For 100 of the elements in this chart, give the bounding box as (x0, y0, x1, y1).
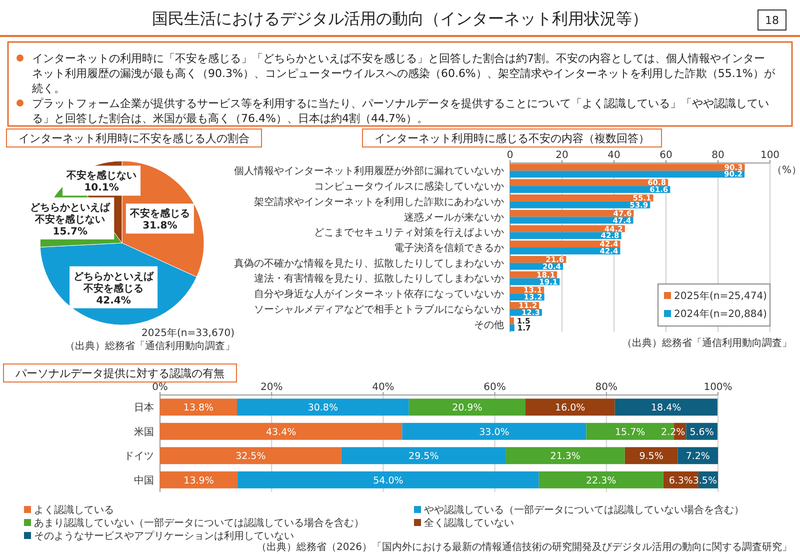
data-label: 33.0% (479, 426, 510, 438)
legend-label: 2024年(n=20,884) (674, 308, 768, 320)
bar (510, 194, 654, 202)
bar (510, 225, 625, 232)
x-tick-label: 60% (484, 382, 506, 393)
data-label: 54.0% (373, 475, 404, 486)
bar (510, 210, 634, 217)
y-tick-label: 自分や身近な人がインターネット依存になっていないか (254, 288, 504, 300)
x-tick-label: 20% (260, 382, 283, 393)
y-tick-label: 米国 (134, 426, 154, 438)
bar (237, 398, 409, 416)
data-label: 29.5% (408, 451, 439, 462)
bar (160, 471, 238, 488)
slice-label: 不安を感じない (66, 170, 137, 182)
text: 国民生活におけるデジタル活用の動向（インターネット利用状況等） (152, 9, 648, 28)
data-label: 21.3% (550, 451, 580, 462)
bar (510, 186, 670, 193)
y-tick-label: コンピュータウイルスに感染していないか (314, 180, 504, 193)
bar (510, 179, 668, 186)
bar (678, 447, 718, 464)
bar (510, 248, 620, 254)
x-tick-label: 0 (506, 150, 514, 161)
y-tick-label: ソーシャルメディアなどで相手とトラブルにならないか (254, 303, 504, 316)
bar (238, 471, 539, 488)
text: 18 (765, 14, 779, 27)
y-tick-label: 迷惑メールが来ないか (404, 211, 504, 224)
x-tick-label: 40% (372, 382, 394, 393)
x-tick-label: 80% (595, 382, 618, 393)
data-label: 10.1% (84, 182, 119, 194)
y-tick-label: 個人情報やインターネット利用履歴が外部に漏れていないか (234, 165, 504, 178)
y-tick-label: 中国 (134, 474, 154, 486)
chart-title: インターネット利用時に感じる不安の内容（複数回答） (374, 132, 650, 145)
data-label: 42.4% (96, 295, 131, 306)
legend-label: そのようなサービスやアプリケーションは利用していない (34, 530, 294, 542)
bar (510, 201, 650, 208)
x-tick-label: 40 (608, 150, 620, 161)
text: インターネットの利用時に「不安を感じる」「どちらかといえば不安を感じる」と回答した割合は約7割。不安の内容としては、個人情報やインターネット利用履歴の漏洩が最も高く（90.3%）、コンピューターウイルスへの感染（60.6%）、架空請求やインターネットを利用した詐欺（55.1%）が続く。 (31, 52, 776, 95)
y-tick-label: 電子決済を信頼できるか (394, 242, 504, 254)
x-tick-label: 100% (704, 382, 732, 393)
x-tick-label: 20 (556, 150, 568, 161)
data-label: 13.8% (183, 402, 214, 414)
bar (510, 240, 620, 248)
bar (160, 447, 342, 464)
data-label: 7.2% (686, 451, 710, 462)
text: （出典）総務省「通信利用動向調査」 (622, 337, 792, 349)
bar (510, 317, 514, 324)
bar (506, 447, 625, 464)
y-tick-label: どこまでセキュリティ対策を行えばよいか (314, 226, 504, 239)
bar (160, 422, 402, 440)
text: （出典）総務省（2026）「国内外における最新の情報通信技術の研究開発及びデジタル活用の動向に関する調査研究」 (256, 541, 792, 553)
legend-label: やや認識している（一部データについては認識していない場合を含む） (424, 504, 744, 516)
x-tick-label: 100 (760, 150, 780, 161)
data-label: 5.6% (690, 426, 714, 438)
bar (160, 398, 238, 416)
bar (525, 398, 615, 416)
legend-label: 全く認識していない (424, 517, 514, 529)
legend-label: 2025年(n=25,474) (674, 290, 768, 302)
legend-label: よく認識している (34, 504, 114, 516)
text: プラットフォーム企業が提供するサービス等を利用するに当たり、パーソナルデータを提供することについて「よく認識している」「やや認識している」と回答した割合は、米国が最も高く（76.4%）、日本は約4割（44.7%）。 (32, 97, 769, 125)
bar (510, 164, 745, 171)
y-tick-label: 違法・有害情報を見たり、拡散したりしてしまわないか (254, 272, 504, 285)
bar (624, 447, 678, 464)
data-label: 43.4% (266, 426, 296, 438)
data-label: 16.0% (555, 402, 586, 414)
y-tick-label: 架空請求やインターネットを利用した詐欺にあわないか (254, 196, 504, 208)
slice-label: どちらかといえば不安を感じる (74, 270, 155, 294)
y-tick-label: ドイツ (124, 451, 154, 462)
y-tick-label: 真偽の不確かな情報を見たり、拡散したりしてしまわないか (234, 257, 504, 270)
x-tick-label: 80 (712, 150, 724, 161)
slice-label: どちらかといえば不安を感じない (30, 201, 112, 226)
text: （出典）総務省「通信利用動向調査」 (65, 340, 235, 352)
chart-title: パーソナルデータ提供に対する認識の有無 (14, 367, 224, 380)
y-tick-label: 日本 (134, 402, 154, 414)
bar (614, 398, 718, 416)
x-tick-label: 0% (152, 382, 168, 393)
bar (408, 398, 526, 416)
chart-title: インターネット利用時に不安を感じる人の割合 (18, 132, 250, 145)
data-label: 13.9% (184, 475, 214, 486)
data-label: 30.8% (308, 402, 338, 414)
data-label: 32.5% (236, 451, 266, 462)
legend-label: あまり認識していない（一部データについては認識している場合を含む） (34, 517, 364, 529)
data-label: 2.2% (661, 426, 686, 438)
x-axis-title: （%） (772, 165, 800, 176)
slice-label: 不安を感じる (128, 208, 190, 220)
data-label: 15.7% (615, 426, 646, 438)
bar (538, 471, 664, 488)
data-label: 6.3% (668, 475, 693, 486)
data-label: 31.8% (142, 220, 178, 232)
data-label: 9.5% (639, 451, 664, 462)
bar (510, 232, 622, 240)
bar (510, 170, 745, 178)
text: 2025年(n=33,670) (142, 327, 235, 339)
data-label: 18.4% (651, 402, 682, 414)
data-label: 20.9% (452, 402, 482, 414)
bar (402, 422, 586, 440)
x-tick-label: 60 (660, 150, 672, 161)
data-label: 22.3% (586, 475, 616, 486)
bar (341, 447, 506, 464)
bar (510, 324, 514, 332)
data-label: 15.7% (52, 226, 88, 238)
